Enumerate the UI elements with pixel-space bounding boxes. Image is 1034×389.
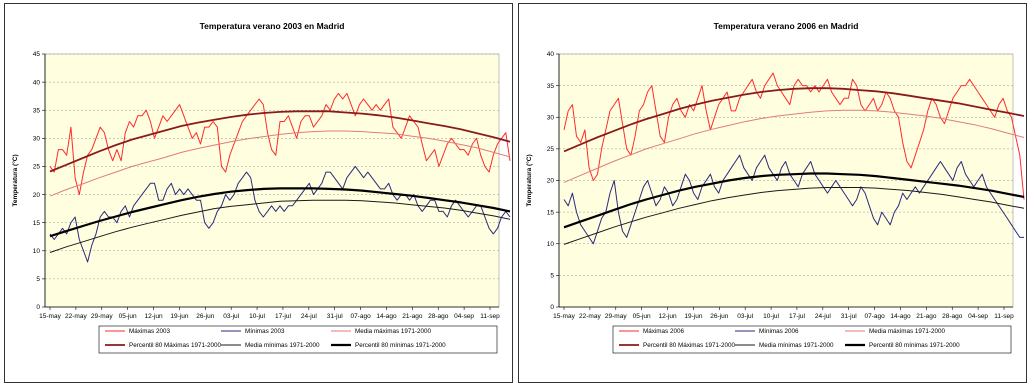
chart-title: Temperatura verano 2006 en Madrid bbox=[714, 21, 859, 31]
series-line-media-maximas-1971-2000 bbox=[563, 109, 1025, 183]
y-tick-label: 20 bbox=[547, 178, 555, 185]
legend-label-maximas-2006: Máximas 2006 bbox=[643, 328, 684, 335]
y-tick-label: 30 bbox=[547, 114, 555, 121]
x-tick-label: 07-ago bbox=[350, 313, 371, 320]
x-tick-label: 21-ago bbox=[402, 313, 423, 320]
x-tick-label: 05-jun bbox=[119, 313, 137, 320]
y-tick-label: 25 bbox=[547, 146, 555, 153]
x-tick-label: 15-may bbox=[553, 313, 575, 320]
series-line-maximas-2003 bbox=[49, 92, 511, 196]
x-tick-label: 28-ago bbox=[942, 313, 963, 320]
x-tick-label: 28-ago bbox=[428, 313, 449, 320]
x-tick-label: 22-may bbox=[65, 313, 87, 320]
x-tick-label: 29-may bbox=[605, 313, 627, 320]
x-tick-label: 19-jun bbox=[684, 313, 702, 320]
y-tick-label: 10 bbox=[547, 241, 555, 248]
chart-panel-2003: Temperatura verano 2003 en Madrid 0 5 10 15 2… bbox=[4, 3, 513, 383]
x-tick-label: 10-jul bbox=[763, 313, 779, 320]
legend-label-media-minimas-1971-2000: Media mínimas 1971-2000 bbox=[759, 342, 834, 349]
series-line-media-maximas-1971-2000 bbox=[49, 130, 511, 197]
x-tick-label: 15-may bbox=[39, 313, 61, 320]
y-tick-label: 10 bbox=[33, 248, 41, 255]
x-tick-label: 04-sep bbox=[968, 313, 988, 320]
x-tick-label: 12-jun bbox=[658, 313, 676, 320]
legend-label-minimas-2006: Mínimas 2006 bbox=[759, 328, 799, 335]
y-tick-label: 5 bbox=[36, 276, 40, 283]
legend-box bbox=[98, 325, 498, 354]
plot-area bbox=[558, 53, 1014, 308]
y-tick-label: 35 bbox=[547, 83, 555, 90]
y-tick-label: 30 bbox=[33, 136, 41, 143]
y-tick-label: 40 bbox=[547, 51, 555, 58]
x-tick-label: 03-jul bbox=[223, 313, 239, 320]
x-tick-label: 14-ago bbox=[890, 313, 911, 320]
y-axis-label: Temperatura (°C) bbox=[525, 154, 533, 206]
x-tick-label: 11-sep bbox=[994, 313, 1014, 320]
y-tick-label: 0 bbox=[36, 304, 40, 311]
legend-label-minimas-2003: Mínimas 2003 bbox=[245, 328, 285, 335]
legend-box bbox=[612, 325, 1012, 354]
y-tick-label: 0 bbox=[550, 304, 554, 311]
x-tick-label: 22-may bbox=[579, 313, 601, 320]
x-tick-label: 17-jul bbox=[275, 313, 291, 320]
y-tick-label: 35 bbox=[33, 107, 41, 114]
series-line-media-minimas-1971-2000 bbox=[49, 199, 511, 253]
legend-label-maximas-2003: Máximas 2003 bbox=[129, 328, 170, 335]
y-tick-label: 20 bbox=[33, 192, 41, 199]
x-tick-label: 05-jun bbox=[633, 313, 651, 320]
x-tick-label: 24-jul bbox=[301, 313, 317, 320]
x-tick-label: 26-jun bbox=[196, 313, 214, 320]
chart-2003: Temperatura verano 2003 en Madrid 0 5 10 15 2… bbox=[11, 21, 511, 354]
x-tick-label: 31-jul bbox=[841, 313, 857, 320]
y-tick-label: 45 bbox=[33, 51, 41, 58]
legend-label-media-maximas-1971-2000: Media máximas 1971-2000 bbox=[869, 328, 945, 335]
x-tick-label: 21-ago bbox=[916, 313, 937, 320]
series-line-percentil-80-minimas-1971-2000 bbox=[563, 172, 1025, 229]
y-tick-label: 15 bbox=[33, 220, 41, 227]
series-line-percentil-80-minimas-1971-2000 bbox=[49, 187, 511, 238]
x-tick-label: 12-jun bbox=[144, 313, 162, 320]
series-line-media-minimas-1971-2000 bbox=[563, 187, 1025, 245]
x-tick-label: 07-ago bbox=[864, 313, 885, 320]
y-tick-label: 15 bbox=[547, 209, 555, 216]
legend-label-media-minimas-1971-2000: Media mínimas 1971-2000 bbox=[245, 342, 320, 349]
x-tick-label: 04-sep bbox=[454, 313, 474, 320]
legend-label-percentil-80-maximas-1971-2000: Percentil 80 Máximas 1971-2000 bbox=[643, 342, 736, 349]
chart-2006: Temperatura verano 2006 en Madrid 0 5 10 15 2… bbox=[525, 21, 1025, 354]
y-tick-label: 25 bbox=[33, 164, 41, 171]
legend-label-percentil-80-minimas-1971-2000: Percentil 80 mínimas 1971-2000 bbox=[355, 342, 446, 349]
x-tick-label: 29-may bbox=[91, 313, 113, 320]
series-line-percentil-80-maximas-1971-2000 bbox=[563, 87, 1025, 153]
plot-area bbox=[44, 53, 500, 308]
x-tick-label: 26-jun bbox=[710, 313, 728, 320]
legend-label-percentil-80-minimas-1971-2000: Percentil 80 mínimas 1971-2000 bbox=[869, 342, 960, 349]
x-tick-label: 11-sep bbox=[480, 313, 500, 320]
legend-label-percentil-80-maximas-1971-2000: Percentil 80 Máximas 1971-2000 bbox=[129, 342, 222, 349]
y-tick-label: 40 bbox=[33, 79, 41, 86]
chart-panel-2006: Temperatura verano 2006 en Madrid 0 5 10 15 2… bbox=[518, 3, 1027, 383]
y-tick-label: 5 bbox=[550, 273, 554, 280]
x-tick-label: 19-jun bbox=[170, 313, 188, 320]
series-line-minimas-2003 bbox=[49, 165, 511, 263]
y-axis-label: Temperatura (°C) bbox=[11, 154, 19, 206]
series-line-minimas-2006 bbox=[563, 154, 1024, 245]
x-tick-label: 17-jul bbox=[789, 313, 805, 320]
x-tick-label: 31-jul bbox=[327, 313, 343, 320]
x-tick-label: 14-ago bbox=[376, 313, 397, 320]
x-tick-label: 03-jul bbox=[737, 313, 753, 320]
chart-title: Temperatura verano 2003 en Madrid bbox=[200, 21, 345, 31]
series-line-percentil-80-maximas-1971-2000 bbox=[49, 110, 511, 173]
x-tick-label: 10-jul bbox=[249, 313, 265, 320]
x-tick-label: 24-jul bbox=[815, 313, 831, 320]
series-line-maximas-2006 bbox=[563, 72, 1025, 200]
legend-label-media-maximas-1971-2000: Media máximas 1971-2000 bbox=[355, 328, 431, 335]
